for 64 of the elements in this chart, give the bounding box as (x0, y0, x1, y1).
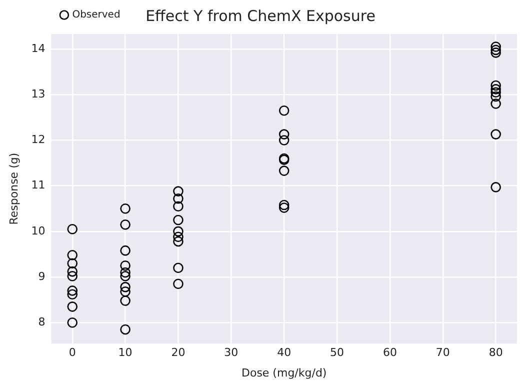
point (173, 186, 184, 196)
point (490, 80, 501, 91)
x-tick-label: 30 (224, 346, 238, 360)
point (173, 226, 184, 237)
point (173, 214, 184, 226)
point (490, 98, 501, 109)
point (490, 182, 501, 192)
point (490, 129, 501, 140)
point (120, 282, 130, 292)
y-tick-label: 12 (31, 133, 46, 146)
point (173, 278, 184, 290)
x-tick-label: 50 (330, 346, 344, 360)
point (490, 48, 501, 58)
y-tick-label: 10 (31, 224, 46, 238)
point (278, 129, 290, 140)
y-tick-label: 9 (38, 270, 46, 283)
y-tick-label: 11 (31, 178, 46, 192)
point (490, 87, 501, 98)
point (278, 135, 290, 146)
point (120, 203, 130, 214)
point (67, 258, 78, 268)
point (67, 266, 78, 277)
point (120, 286, 130, 297)
point (278, 202, 290, 213)
point (173, 236, 184, 247)
x-tick-label: 60 (382, 346, 397, 360)
point (67, 224, 78, 234)
point (278, 166, 290, 176)
point (278, 105, 290, 116)
x-axis-title: Dose (mg/kg/d) (241, 366, 327, 380)
point (173, 193, 184, 204)
y-tick-label: 13 (31, 88, 46, 101)
x-tick-label: 80 (488, 346, 503, 360)
x-tick-label: 70 (436, 346, 450, 360)
y-tick-label: 8 (38, 315, 46, 328)
point (67, 302, 78, 312)
point (67, 250, 78, 260)
x-tick-label: 0 (68, 346, 76, 360)
point (120, 267, 130, 278)
point (120, 324, 130, 335)
point (67, 317, 78, 328)
point (67, 270, 78, 282)
point (490, 42, 501, 52)
point (173, 201, 184, 212)
point (67, 286, 78, 296)
point (120, 245, 130, 256)
point (490, 44, 501, 56)
point (120, 270, 130, 282)
x-tick-label: 40 (277, 346, 292, 360)
point (173, 232, 184, 242)
point (278, 200, 290, 210)
x-tick-label: 10 (118, 346, 132, 360)
chart-title: Effect Y from ChemX Exposure (146, 6, 376, 25)
x-tick-label: 20 (171, 346, 186, 360)
legend-label: Observed (72, 10, 120, 21)
y-tick-label: 14 (31, 42, 46, 55)
point (173, 262, 184, 274)
point (490, 91, 501, 102)
point (490, 84, 501, 94)
point (120, 260, 130, 271)
y-axis-title: Response (g) (7, 152, 20, 225)
point (120, 296, 130, 306)
point (67, 289, 78, 300)
point (120, 219, 130, 230)
